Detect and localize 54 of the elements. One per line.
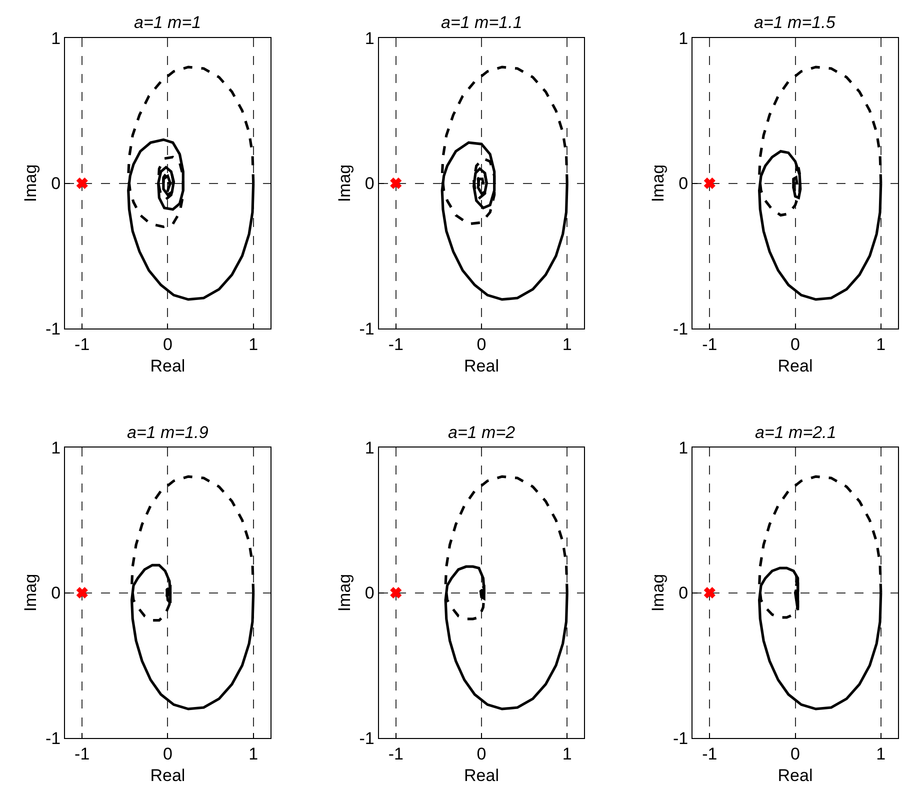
y-tick-label: 0	[51, 584, 61, 603]
chart-title: a=1 m=1.5	[754, 13, 836, 32]
y-tick-label: 0	[364, 584, 374, 603]
x-tick-label: 1	[248, 744, 258, 764]
y-tick-label: -1	[359, 728, 374, 748]
chart-title: a=1 m=1	[134, 13, 202, 32]
y-axis-title: Imag	[21, 574, 40, 612]
x-tick-label: 0	[790, 744, 800, 764]
x-axis-title: Real	[778, 356, 813, 376]
x-axis-title: Real	[464, 356, 499, 376]
x-tick-label: 0	[476, 744, 486, 764]
y-tick-label: 1	[678, 438, 688, 458]
y-tick-label: 0	[678, 174, 688, 194]
chart-title: a=1 m=1.1	[441, 13, 522, 32]
y-tick-label: 0	[51, 174, 61, 194]
x-tick-label: 0	[476, 334, 486, 354]
x-tick-label: 0	[790, 334, 800, 354]
x-axis-title: Real	[150, 356, 186, 376]
y-tick-label: -1	[673, 319, 688, 338]
x-tick-label: 1	[248, 334, 258, 354]
y-tick-label: 1	[678, 28, 688, 48]
y-tick-label: 1	[364, 438, 374, 458]
x-tick-label: 0	[163, 334, 172, 354]
y-axis-title: Imag	[334, 574, 354, 612]
x-tick-label: -1	[702, 744, 718, 764]
x-tick-label: 0	[163, 744, 172, 764]
x-tick-label: -1	[74, 334, 90, 354]
chart-title: a=1 m=2.1	[755, 423, 836, 442]
x-tick-label: 1	[876, 744, 886, 764]
x-tick-label: 1	[876, 334, 886, 354]
x-tick-label: 1	[562, 334, 572, 354]
x-axis-title: Real	[150, 766, 186, 785]
y-tick-label: -1	[673, 728, 688, 748]
x-tick-label: 1	[562, 744, 572, 764]
y-tick-label: -1	[45, 728, 61, 748]
x-axis-title: Real	[464, 766, 499, 785]
chart-title: a=1 m=1.9	[127, 423, 209, 442]
chart-title: a=1 m=2	[448, 423, 516, 442]
y-tick-label: 1	[364, 28, 374, 48]
y-tick-label: 1	[51, 438, 61, 458]
x-tick-label: -1	[388, 334, 404, 354]
y-axis-title: Imag	[648, 574, 668, 612]
y-axis-title: Imag	[648, 164, 668, 202]
y-tick-label: 1	[51, 28, 61, 48]
y-axis-title: Imag	[334, 164, 354, 202]
y-tick-label: -1	[45, 319, 61, 338]
x-axis-title: Real	[778, 766, 813, 785]
x-tick-label: -1	[74, 744, 90, 764]
x-tick-label: -1	[388, 744, 404, 764]
y-axis-title: Imag	[21, 164, 40, 202]
x-tick-label: -1	[702, 334, 718, 354]
y-tick-label: -1	[359, 319, 374, 338]
y-tick-label: 0	[364, 174, 374, 194]
y-tick-label: 0	[678, 584, 688, 603]
